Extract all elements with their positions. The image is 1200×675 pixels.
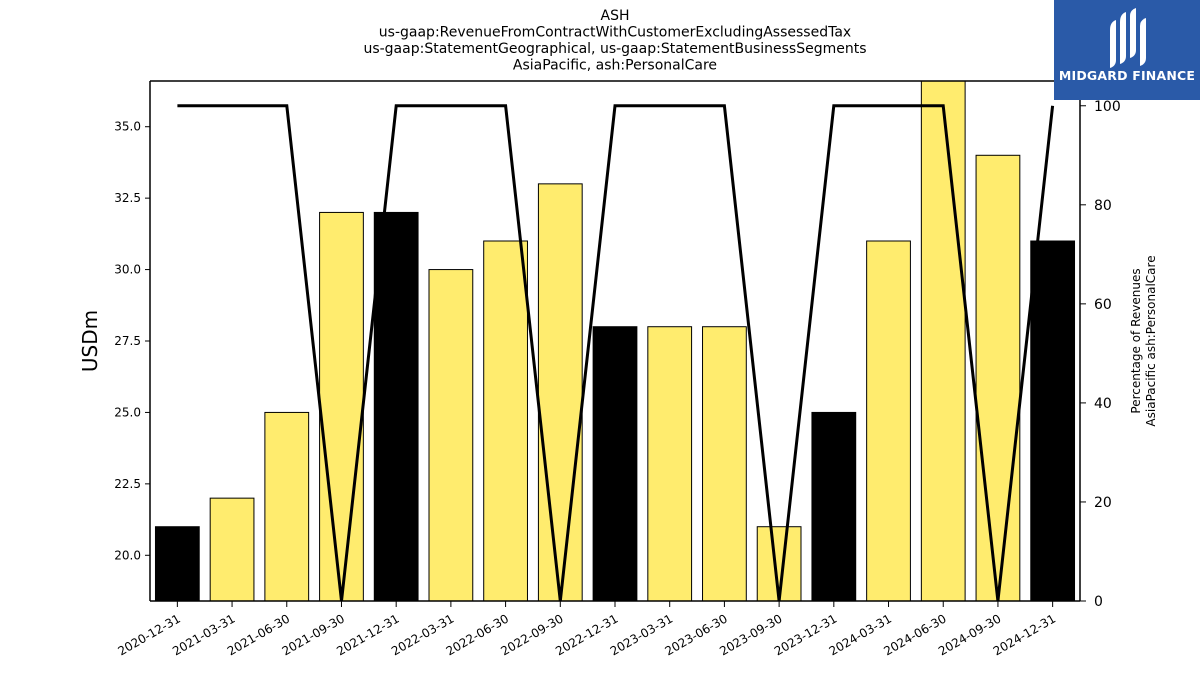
y-tick-label: 35.0: [114, 120, 141, 134]
bar: [647, 326, 693, 602]
y-tick-label: 30.0: [114, 263, 141, 277]
y2-tick-label: 40: [1094, 396, 1112, 412]
y-tick-label: 25.0: [114, 405, 141, 419]
chart-title-line: ASH: [601, 8, 630, 24]
y-tick-label: 20.0: [114, 548, 141, 562]
bar: [866, 240, 911, 602]
chart-title-line: AsiaPacific, ash:PersonalCare: [513, 58, 717, 74]
bar: [264, 411, 310, 602]
bar: [483, 240, 528, 602]
bars: [154, 80, 1076, 602]
chart-title: ASHus-gaap:RevenueFromContractWithCustom…: [363, 8, 866, 74]
y2-tick-label: 20: [1094, 495, 1112, 511]
y-tick-label: 22.5: [114, 477, 141, 491]
bar: [920, 80, 966, 602]
y2-axis-ticks: 0 20 40 60 80 100: [1080, 99, 1121, 610]
midgard-finance-logo: MIDGARD FINANCE: [1054, 0, 1200, 100]
bar: [592, 326, 638, 602]
y2-axis-label: Percentage of Revenues AsiaPacific ash:Pe…: [1129, 255, 1158, 426]
y2-axis-label-line: AsiaPacific ash:PersonalCare: [1144, 255, 1158, 426]
y2-tick-label: 100: [1094, 99, 1121, 115]
x-axis-ticks: 2020-12-312021-03-312021-06-302021-09-30…: [115, 601, 1058, 658]
y-tick-label: 32.5: [114, 191, 141, 205]
bar: [428, 269, 474, 602]
y2-tick-label: 0: [1094, 594, 1103, 610]
y2-tick-label: 80: [1094, 198, 1112, 214]
y2-axis-label-line: Percentage of Revenues: [1129, 268, 1143, 413]
bar: [811, 411, 857, 602]
y-axis-ticks: 20.0 22.5 25.0 27.5 30.0 32.5 35.0: [114, 120, 150, 562]
bar: [702, 326, 747, 602]
bar: [373, 211, 419, 602]
x-tick-label: 2024-12-31: [991, 611, 1058, 658]
y-axis-label: USDm: [78, 310, 102, 372]
y2-tick-label: 60: [1094, 297, 1112, 313]
logo-mark-icon: [1110, 8, 1146, 68]
bar: [1030, 240, 1076, 602]
bar: [537, 183, 583, 602]
bar: [319, 211, 364, 602]
y-tick-label: 27.5: [114, 334, 141, 348]
bar: [154, 526, 200, 602]
chart-title-line: us-gaap:StatementGeographical, us-gaap:S…: [363, 41, 866, 57]
percentage-line-group: [177, 104, 1055, 602]
chart-title-line: us-gaap:RevenueFromContractWithCustomerE…: [379, 25, 851, 41]
logo-text: MIDGARD FINANCE: [1058, 68, 1196, 83]
percentage-line: [177, 104, 1055, 602]
bar: [209, 497, 255, 602]
bar: [975, 154, 1021, 602]
